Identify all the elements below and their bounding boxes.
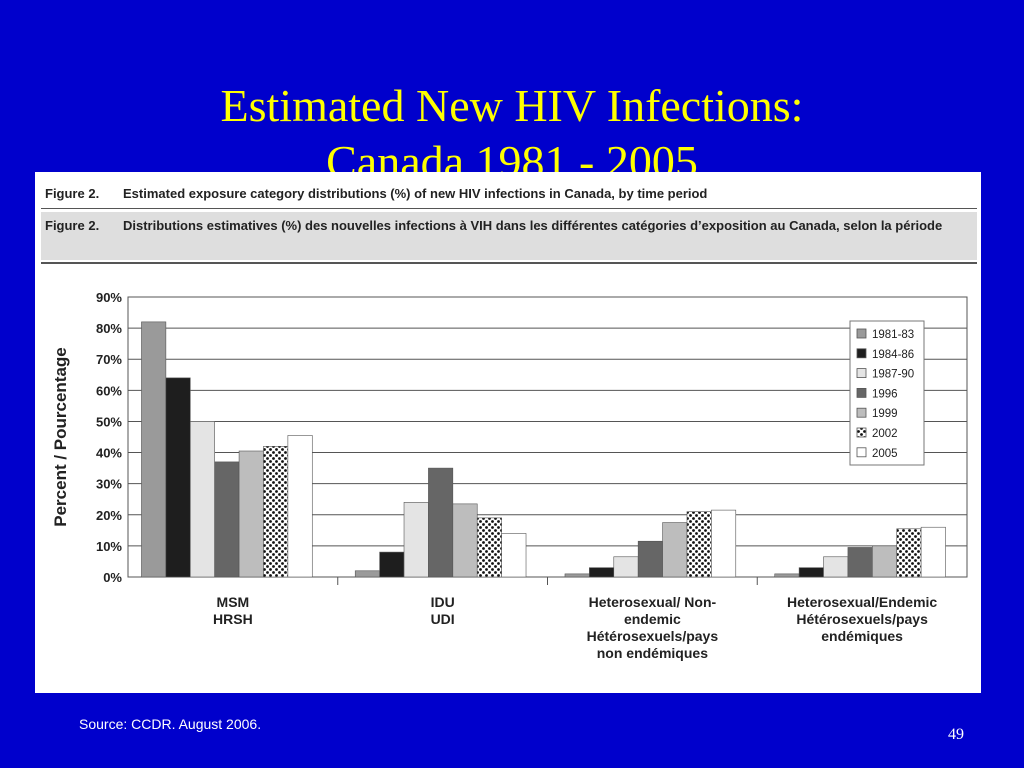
bar xyxy=(847,547,873,578)
x-category-label: endémiques xyxy=(821,628,903,644)
source-note: Source: CCDR. August 2006. xyxy=(79,716,262,732)
y-tick-label: 50% xyxy=(96,414,122,429)
bar xyxy=(798,567,824,578)
legend-swatch xyxy=(856,387,867,398)
bar xyxy=(189,421,215,578)
bar xyxy=(379,551,405,578)
bar xyxy=(287,435,313,578)
x-category-label: Heterosexual/ Non- xyxy=(589,594,717,610)
page-number: 49 xyxy=(948,726,964,743)
bar xyxy=(428,467,454,578)
x-category-label: MSM xyxy=(217,594,250,610)
bar xyxy=(920,526,946,578)
bar xyxy=(686,511,712,578)
figure-caption-en-text: Estimated exposure category distribution… xyxy=(123,186,708,201)
y-tick-label: 20% xyxy=(96,508,122,523)
legend-label: 2005 xyxy=(872,448,898,460)
bar xyxy=(354,570,380,578)
legend-swatch xyxy=(856,427,867,438)
legend-label: 1987-90 xyxy=(872,369,914,381)
x-category-label: UDI xyxy=(431,611,455,627)
y-tick-label: 10% xyxy=(96,539,122,554)
x-category-label: IDU xyxy=(431,594,455,610)
bar-chart: 0% 10% 20% 30% 40% 50% 60% 70% 80% 90% Percent / P… xyxy=(51,290,968,661)
figure-caption-fr-text: Distributions estimatives (%) des nouvel… xyxy=(123,218,943,233)
x-category-label: endemic xyxy=(624,611,681,627)
figure-label-en: Figure 2. xyxy=(45,186,100,201)
legend-label: 1984-86 xyxy=(872,349,914,361)
legend-swatch xyxy=(856,368,867,379)
figure-caption-fr: Figure 2. Distributions estimatives (%) … xyxy=(41,212,977,260)
legend-swatch xyxy=(856,447,867,458)
slide-title: Estimated New HIV Infections: Canada 198… xyxy=(0,78,1024,190)
bar xyxy=(637,540,663,578)
y-tick-label: 0% xyxy=(103,570,122,585)
x-category-label: Hétérosexuels/pays xyxy=(796,611,928,627)
y-tick-label: 60% xyxy=(96,383,122,398)
bar xyxy=(613,556,639,578)
legend-label: 2002 xyxy=(872,428,898,440)
bar xyxy=(564,573,590,578)
figure-panel: Figure 2. Estimated exposure category di… xyxy=(35,172,981,693)
bar xyxy=(589,567,615,578)
caption-bottom-rule xyxy=(41,262,977,264)
bar xyxy=(165,377,191,578)
bar xyxy=(141,321,167,578)
bar xyxy=(214,461,240,578)
y-tick-label: 80% xyxy=(96,321,122,336)
y-tick-label: 30% xyxy=(96,477,122,492)
x-category-label: HRSH xyxy=(213,611,253,627)
x-category-label: non endémiques xyxy=(597,645,708,661)
y-tick-label: 70% xyxy=(96,352,122,367)
caption-divider xyxy=(41,208,977,209)
x-category-label: Heterosexual/Endemic xyxy=(787,594,937,610)
y-axis-label: Percent / Pourcentage xyxy=(51,347,70,527)
figure-caption-en: Figure 2. Estimated exposure category di… xyxy=(41,186,977,202)
bar xyxy=(872,545,898,578)
y-tick-label: 90% xyxy=(96,290,122,305)
figure-label-fr: Figure 2. xyxy=(45,218,100,233)
legend-label: 1996 xyxy=(872,388,898,400)
bar xyxy=(774,573,800,578)
x-category-label: Hétérosexuels/pays xyxy=(587,628,719,644)
legend-swatch xyxy=(856,328,867,339)
slide-title-line-1: Estimated New HIV Infections: xyxy=(220,80,804,131)
bar xyxy=(263,446,289,578)
bar xyxy=(711,509,737,578)
y-tick-label: 40% xyxy=(96,446,122,461)
bar xyxy=(896,528,922,578)
legend-label: 1981-83 xyxy=(872,329,914,341)
bar xyxy=(476,517,502,578)
bar xyxy=(501,533,527,578)
legend-swatch xyxy=(856,407,867,418)
bar xyxy=(662,522,688,578)
bar xyxy=(238,450,264,578)
bar xyxy=(403,502,429,578)
legend-label: 1999 xyxy=(872,408,898,420)
bar xyxy=(823,556,849,578)
legend-swatch xyxy=(856,348,867,359)
bar xyxy=(452,503,478,578)
